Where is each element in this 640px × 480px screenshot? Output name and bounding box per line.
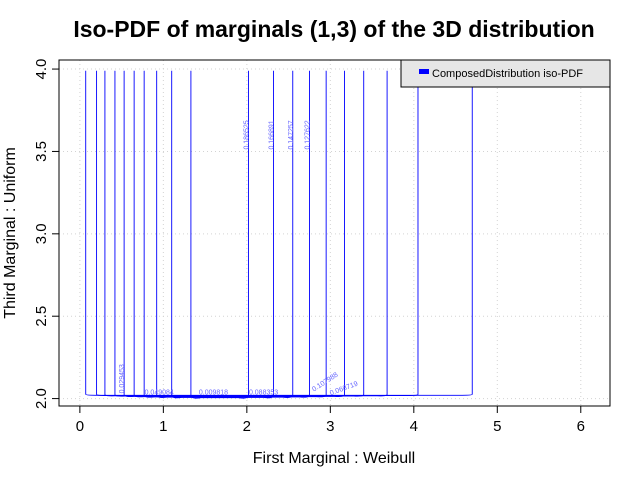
level-label-layer: 0.186525 0.166891 0.147257 0.127622 0.029453… xyxy=(119,120,359,397)
chart-title: Iso-PDF of marginals (1,3) of the 3D dis… xyxy=(73,16,594,42)
contour-level-label: 0.166891 xyxy=(269,120,276,149)
y-tick-label: 3.0 xyxy=(33,223,50,244)
contour-line xyxy=(156,70,294,398)
x-tick-label: 0 xyxy=(76,418,84,435)
y-tick-label: 4.0 xyxy=(33,59,50,80)
x-tick-label: 6 xyxy=(577,418,585,435)
y-tick-label: 3.5 xyxy=(33,141,50,162)
legend-swatch xyxy=(419,69,429,74)
contour-line xyxy=(143,70,310,398)
contour-level-label: 0.088353 xyxy=(249,389,278,396)
x-tick-label: 5 xyxy=(493,418,501,435)
y-tick-label: 2.0 xyxy=(33,388,50,409)
contour-layer xyxy=(85,70,473,399)
y-axis: 2.0 2.5 3.0 3.5 4.0 xyxy=(33,59,60,409)
contour-level-label: 0.049084 xyxy=(145,389,174,396)
x-tick-label: 2 xyxy=(243,418,251,435)
x-tick-label: 1 xyxy=(159,418,167,435)
contour-line xyxy=(190,70,249,399)
x-tick-label: 3 xyxy=(326,418,334,435)
x-tick-label: 4 xyxy=(410,418,418,435)
contour-level-label: 0.186525 xyxy=(244,120,251,149)
contour-line xyxy=(133,70,327,398)
legend: ComposedDistribution iso-PDF xyxy=(400,59,611,88)
legend-box xyxy=(400,59,611,88)
contour-level-label: 0.009818 xyxy=(199,389,228,396)
x-axis: 0 1 2 3 4 5 6 xyxy=(76,405,585,435)
contour-level-label: 0.147257 xyxy=(288,120,295,149)
x-axis-title: First Marginal : Weibull xyxy=(253,450,415,467)
legend-label: ComposedDistribution iso-PDF xyxy=(432,68,583,80)
y-axis-title: Third Marginal : Uniform xyxy=(2,147,19,319)
plot-frame xyxy=(58,59,611,407)
contour-level-label: 0.127622 xyxy=(304,120,311,149)
contour-line xyxy=(96,70,419,397)
contour-line xyxy=(171,70,275,399)
contour-level-label: 0.029453 xyxy=(119,364,126,393)
y-tick-label: 2.5 xyxy=(33,306,50,327)
contour-level-label: 0.068719 xyxy=(329,381,359,398)
grid-layer xyxy=(59,60,610,406)
